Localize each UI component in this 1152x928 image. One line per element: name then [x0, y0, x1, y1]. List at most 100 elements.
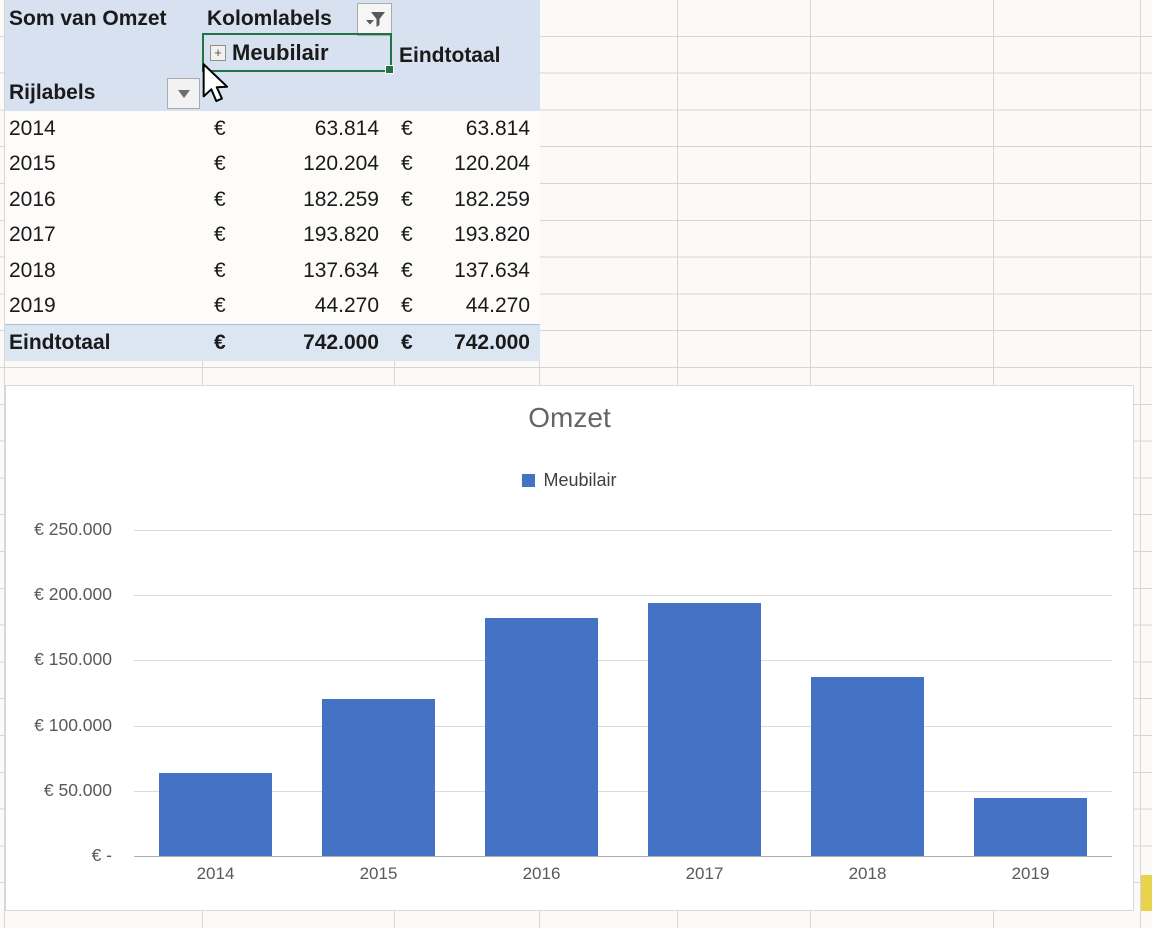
- y-axis-tick-label: € 100.000: [34, 714, 112, 735]
- pivot-row-labels-cell[interactable]: Rijlabels: [9, 80, 96, 104]
- gridline: [134, 790, 1112, 792]
- sheet-bottom-row: [0, 911, 1152, 928]
- pivot-total-label[interactable]: Eindtotaal: [9, 331, 111, 354]
- grand-total-value: 193.820: [454, 223, 530, 247]
- currency-symbol: €: [401, 187, 413, 211]
- row-year-cell[interactable]: 2018: [9, 258, 56, 282]
- pivot-data-row[interactable]: 2018 €137.634 €137.634: [5, 253, 540, 289]
- legend-swatch: [522, 474, 536, 487]
- column-labels-filter-button[interactable]: [357, 3, 392, 36]
- expand-field-button[interactable]: +: [210, 44, 226, 61]
- bar-slot: [460, 530, 623, 856]
- bar-slot: [949, 530, 1112, 856]
- grand-total-value-cell[interactable]: €182.259: [395, 188, 540, 212]
- column-header-label: Meubilair: [232, 39, 329, 65]
- omzet-chart[interactable]: Omzet Meubilair € 250.000 € 200.000 € 150.…: [5, 385, 1134, 911]
- bar-2016[interactable]: [485, 618, 598, 856]
- bar-slot: [134, 530, 297, 856]
- meubilair-value: 120.204: [303, 152, 379, 176]
- currency-symbol: €: [401, 152, 413, 176]
- filter-funnel-icon: [365, 11, 385, 27]
- meubilair-value: 182.259: [303, 187, 379, 211]
- x-axis-labels: 2014 2015 2016 2017 2018 2019: [134, 864, 1112, 884]
- row-year-cell[interactable]: 2016: [9, 187, 56, 211]
- y-axis-tick-label: € 50.000: [43, 779, 112, 800]
- bar-2018[interactable]: [811, 677, 924, 856]
- row-year-cell[interactable]: 2015: [9, 152, 56, 176]
- currency-symbol: €: [214, 152, 226, 176]
- pivot-total-grand-value: 742.000: [454, 331, 530, 354]
- pivot-column-labels-cell[interactable]: Kolomlabels: [207, 6, 332, 30]
- meubilair-value: 63.814: [314, 116, 379, 140]
- meubilair-value-cell[interactable]: €182.259: [203, 188, 395, 212]
- pivot-header-row-1: Som van Omzet Kolomlabels: [5, 0, 540, 37]
- highlighted-cell[interactable]: [1141, 875, 1152, 911]
- x-axis-tick-label: 2015: [359, 864, 398, 883]
- pivot-total-grand-cell[interactable]: € 742.000: [395, 331, 540, 355]
- meubilair-value-cell[interactable]: €63.814: [203, 117, 395, 141]
- chart-title[interactable]: Omzet: [528, 402, 611, 433]
- legend-label: Meubilair: [543, 470, 617, 490]
- row-year-cell[interactable]: 2017: [9, 223, 56, 247]
- meubilair-value-cell[interactable]: €137.634: [203, 259, 395, 283]
- chart-legend[interactable]: Meubilair: [6, 470, 1133, 491]
- bar-slot: [623, 530, 786, 856]
- currency-symbol: €: [214, 187, 226, 211]
- pivot-data-row[interactable]: 2016 €182.259 €182.259: [5, 182, 540, 218]
- pivot-data-row[interactable]: 2014 €63.814 €63.814: [5, 111, 540, 147]
- pivot-data-row[interactable]: 2017 €193.820 €193.820: [5, 217, 540, 253]
- currency-symbol: €: [214, 116, 226, 140]
- x-axis-tick-label: 2018: [848, 864, 887, 883]
- y-axis-tick-label: € 200.000: [34, 584, 112, 605]
- grand-total-value-cell[interactable]: €120.204: [395, 152, 540, 176]
- gridline: [134, 595, 1112, 597]
- chevron-down-icon: [177, 89, 190, 98]
- meubilair-value-cell[interactable]: €44.270: [203, 294, 395, 318]
- bar-2017[interactable]: [648, 603, 761, 856]
- pivot-table: Som van Omzet Kolomlabels Eindtotaal Rij…: [5, 0, 540, 361]
- bar-2019[interactable]: [974, 798, 1087, 856]
- y-axis-tick-label: € -: [91, 845, 112, 865]
- x-axis-tick-label: 2017: [685, 864, 724, 883]
- grand-total-value: 120.204: [454, 152, 530, 176]
- currency-symbol: €: [214, 331, 226, 354]
- pivot-header-row-2: Eindtotaal: [5, 37, 540, 74]
- grand-total-value: 63.814: [465, 116, 530, 140]
- currency-symbol: €: [401, 116, 413, 140]
- sheet-column-line: [1140, 0, 1141, 928]
- selection-fill-handle[interactable]: [385, 65, 394, 74]
- pivot-grand-total-column-header[interactable]: Eindtotaal: [399, 43, 501, 67]
- x-axis-tick-label: 2019: [1011, 864, 1050, 883]
- grand-total-value-cell[interactable]: €63.814: [395, 117, 540, 141]
- meubilair-value-cell[interactable]: €193.820: [203, 223, 395, 247]
- gridline: [134, 530, 1112, 531]
- meubilair-value-cell[interactable]: €120.204: [203, 152, 395, 176]
- pivot-header-row-3: Rijlabels: [5, 74, 540, 111]
- bars-container: [134, 530, 1112, 856]
- currency-symbol: €: [401, 258, 413, 282]
- gridline: [134, 660, 1112, 662]
- currency-symbol: €: [214, 223, 226, 247]
- x-axis-tick-label: 2016: [522, 864, 561, 883]
- grand-total-value-cell[interactable]: €137.634: [395, 259, 540, 283]
- grand-total-value-cell[interactable]: €193.820: [395, 223, 540, 247]
- pivot-values-title-cell[interactable]: Som van Omzet: [9, 6, 167, 30]
- grand-total-value-cell[interactable]: €44.270: [395, 294, 540, 318]
- selected-column-header-cell[interactable]: + Meubilair: [202, 33, 394, 74]
- row-year-cell[interactable]: 2019: [9, 294, 56, 318]
- row-year-cell[interactable]: 2014: [9, 116, 56, 140]
- pivot-total-row[interactable]: Eindtotaal € 742.000 € 742.000: [5, 324, 540, 361]
- pivot-data-row[interactable]: 2015 €120.204 €120.204: [5, 146, 540, 182]
- bar-slot: [297, 530, 460, 856]
- bar-slot: [786, 530, 949, 856]
- pivot-total-meubilair-cell[interactable]: € 742.000: [203, 331, 395, 355]
- currency-symbol: €: [401, 294, 413, 318]
- sheet-column-line: [4, 0, 5, 928]
- pivot-data-row[interactable]: 2019 €44.270 €44.270: [5, 288, 540, 324]
- plot-area[interactable]: [134, 530, 1112, 857]
- bar-2014[interactable]: [159, 773, 272, 856]
- y-axis-labels: € 250.000 € 200.000 € 150.000 € 100.000 € 50…: [6, 519, 112, 865]
- pivot-total-meubilair-value: 742.000: [303, 331, 379, 354]
- row-labels-dropdown-button[interactable]: [167, 78, 200, 109]
- bar-2015[interactable]: [322, 699, 435, 856]
